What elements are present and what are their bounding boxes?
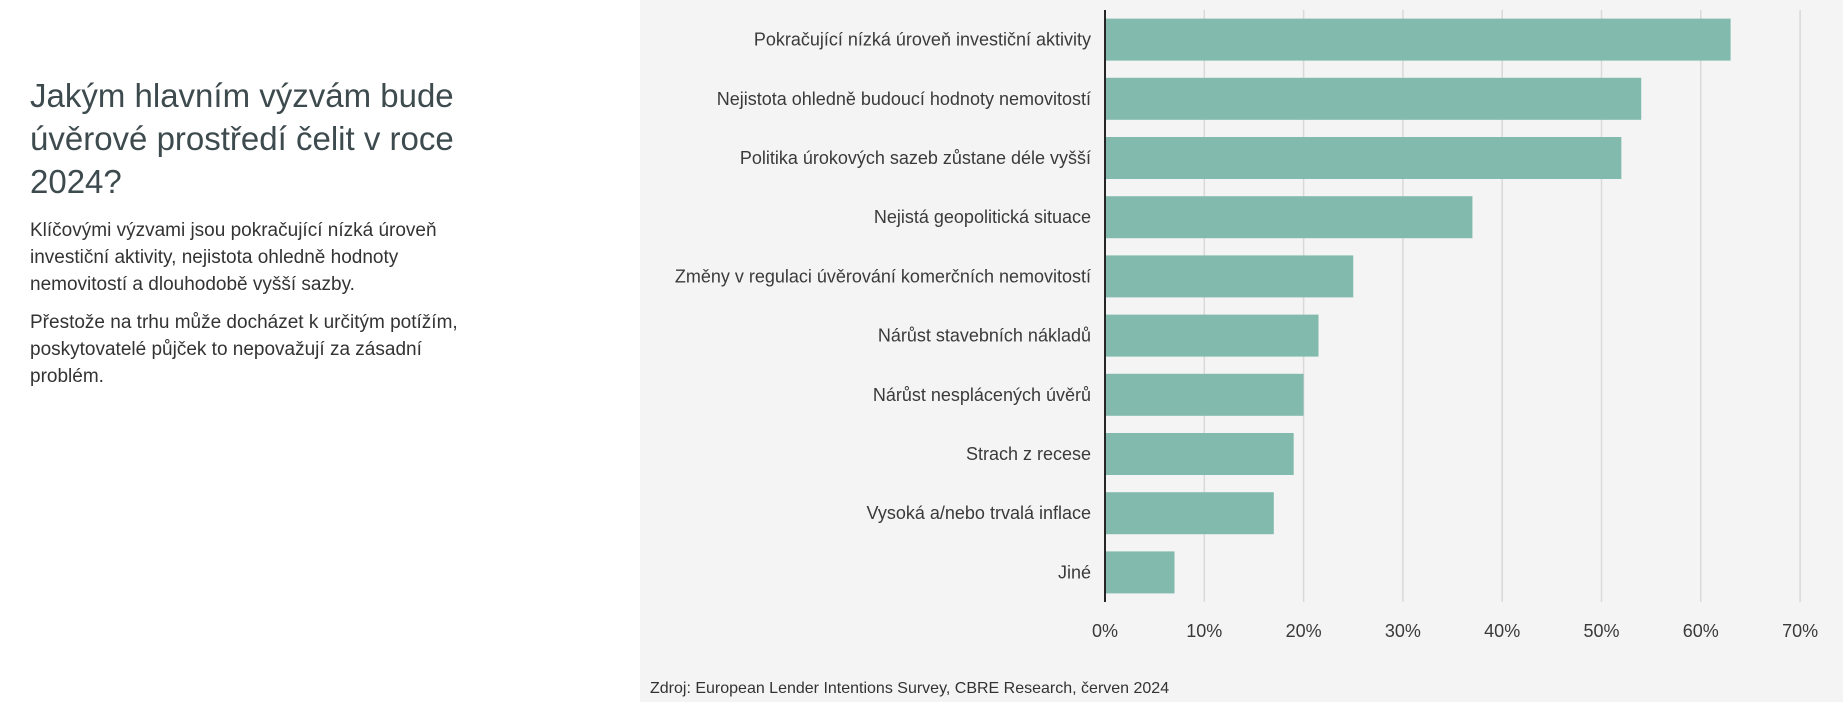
bar <box>1105 196 1473 239</box>
bar <box>1105 77 1642 120</box>
bar <box>1105 373 1304 416</box>
category-label: Nárůst stavebních nákladů <box>878 326 1091 346</box>
category-label: Nejistota ohledně budoucí hodnoty nemovi… <box>717 89 1091 109</box>
summary-paragraph-1: Klíčovými výzvami jsou pokračující nízká… <box>30 220 437 295</box>
x-tick-label: 30% <box>1385 621 1421 641</box>
category-label: Pokračující nízká úroveň investiční akti… <box>754 30 1091 50</box>
source-note: Zdroj: European Lender Intentions Survey… <box>650 680 1170 697</box>
category-label: Politika úrokových sazeb zůstane déle vy… <box>740 148 1091 168</box>
page-title: Jakým hlavním výzvám bude úvěrové prostř… <box>30 77 454 200</box>
x-tick-label: 70% <box>1782 621 1818 641</box>
bar <box>1105 433 1294 475</box>
chart-panel: Pokračující nízká úroveň investiční akti… <box>640 0 1843 702</box>
bar <box>1105 137 1622 179</box>
x-tick-label: 60% <box>1683 621 1719 641</box>
x-tick-label: 20% <box>1286 621 1322 641</box>
x-tick-label: 50% <box>1583 621 1619 641</box>
bar <box>1105 314 1319 357</box>
x-tick-label: 10% <box>1186 621 1222 641</box>
bar <box>1105 551 1175 594</box>
bar <box>1105 255 1354 298</box>
bar-chart: Pokračující nízká úroveň investiční akti… <box>675 10 1818 641</box>
category-label: Změny v regulaci úvěrování komerčních ne… <box>675 266 1091 286</box>
category-label: Nárůst nesplácených úvěrů <box>873 385 1091 405</box>
category-label: Nejistá geopolitická situace <box>874 207 1091 227</box>
bar <box>1105 492 1274 535</box>
x-tick-label: 40% <box>1484 621 1520 641</box>
category-label: Jiné <box>1058 562 1091 582</box>
category-label: Strach z recese <box>966 444 1091 464</box>
x-tick-label: 0% <box>1092 621 1118 641</box>
category-label: Vysoká a/nebo trvalá inflace <box>867 503 1091 523</box>
text-panel: Jakým hlavním výzvám bude úvěrové prostř… <box>0 0 640 702</box>
summary-paragraph-2: Přestože na trhu může docházet k určitým… <box>30 312 458 387</box>
bar <box>1105 18 1731 61</box>
